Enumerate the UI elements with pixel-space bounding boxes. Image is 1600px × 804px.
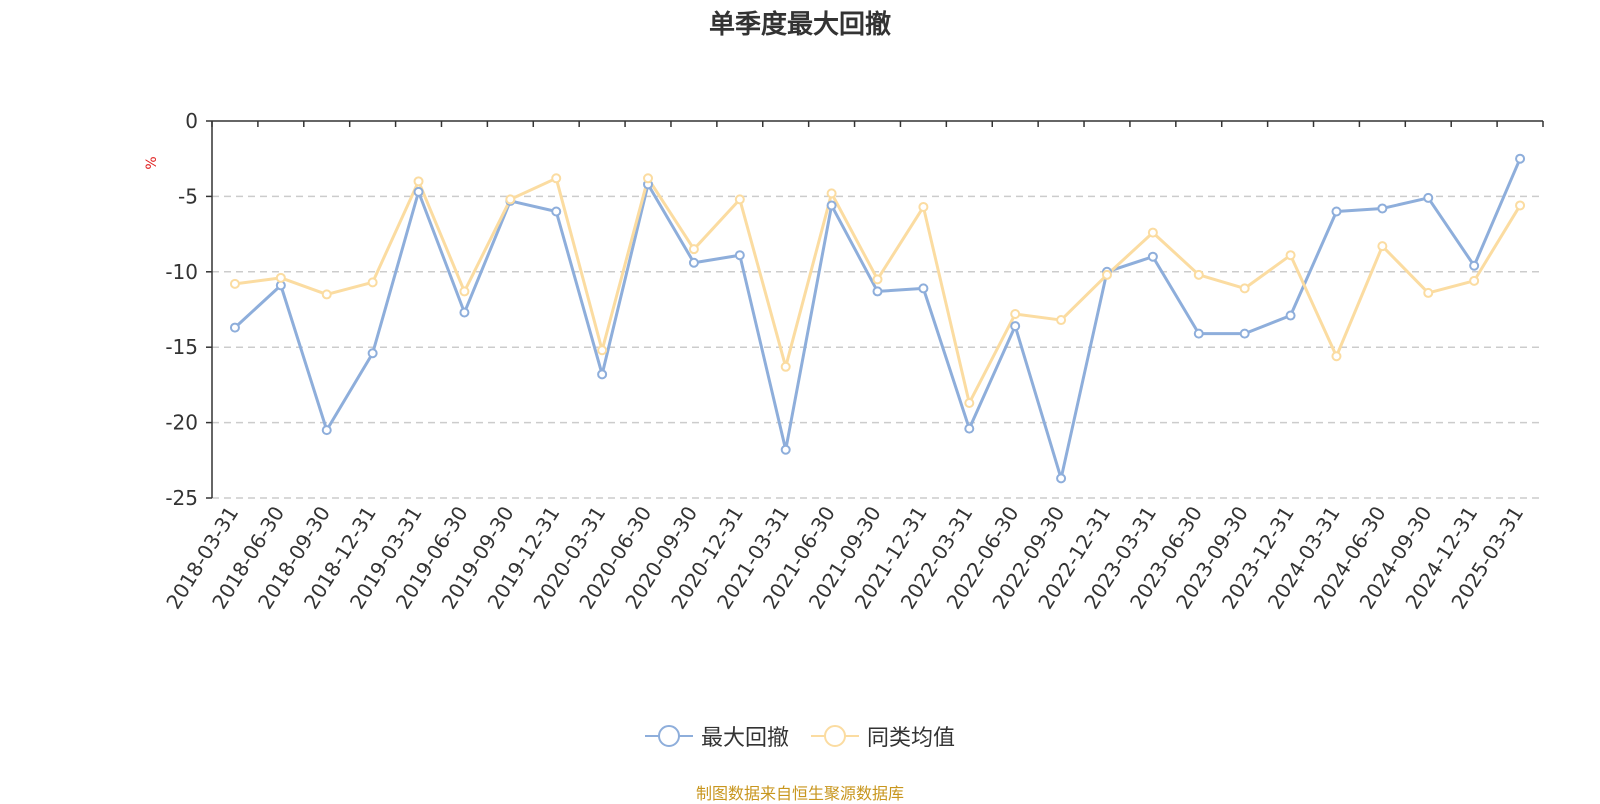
series-1-point [1239, 328, 1250, 339]
series-1-point [1423, 192, 1434, 203]
series-2-point [1285, 250, 1296, 261]
source-note: 制图数据来自恒生聚源数据库 [695, 784, 904, 803]
y-axis-unit-label: % [144, 156, 160, 169]
series-2-point [275, 272, 286, 283]
series-2-point [1193, 269, 1204, 280]
legend: 最大回撤 同类均值 [0, 720, 1600, 752]
series-2-point [688, 244, 699, 255]
legend-item-1[interactable]: 最大回撤 [644, 720, 789, 752]
series-2-point [367, 277, 378, 288]
y-tick-label: 0 [185, 109, 198, 133]
series-2-point [1147, 227, 1158, 238]
y-tick-label: -25 [165, 486, 198, 510]
y-tick-label: -20 [165, 411, 198, 435]
series-2-point [1101, 269, 1112, 280]
legend-label: 同类均值 [867, 726, 956, 751]
series-1-point [1010, 321, 1021, 332]
series-1-point [964, 423, 975, 434]
series-2-point [1239, 283, 1250, 294]
series-2-point [734, 194, 745, 205]
legend-swatch-icon [811, 725, 859, 747]
series-1-point [688, 257, 699, 268]
chart-title: 单季度最大回撤 [708, 10, 891, 40]
series-1-point [872, 286, 883, 297]
series-1-point [321, 425, 332, 436]
series-1-point [918, 283, 929, 294]
series-1-point [229, 322, 240, 333]
series-layer [229, 153, 1526, 484]
series-2-point [964, 397, 975, 408]
series-1-point [1147, 251, 1158, 262]
series-1-point [459, 307, 470, 318]
series-2-point [872, 274, 883, 285]
series-1-point [1056, 473, 1067, 484]
series-2-point [229, 278, 240, 289]
series-1-point [1285, 310, 1296, 321]
series-2-point [1056, 315, 1067, 326]
series-1-point [597, 369, 608, 380]
y-tick-label: -10 [165, 260, 198, 284]
series-2-point [1515, 200, 1526, 211]
series-2-point [1010, 309, 1021, 320]
series-1-point [780, 444, 791, 455]
series-2-point [643, 173, 654, 184]
y-tick-label: -5 [178, 184, 198, 208]
series-1-point [413, 186, 424, 197]
legend-label: 最大回撤 [700, 726, 789, 751]
series-1-point [1469, 260, 1480, 271]
series-1-point [551, 206, 562, 217]
series-2-point [780, 361, 791, 372]
y-tick-label: -15 [165, 335, 198, 359]
series-2-point [1331, 351, 1342, 362]
series-1-point [1515, 153, 1526, 164]
series-2-point [321, 289, 332, 300]
series-2-point [597, 345, 608, 356]
series-1-point [367, 348, 378, 359]
series-2-point [1423, 287, 1434, 298]
legend-swatch-icon [644, 725, 693, 747]
grid-layer [212, 195, 1543, 499]
series-1-point [734, 250, 745, 261]
series-2-point [1469, 275, 1480, 286]
series-2-point [1377, 241, 1388, 252]
series-1-point [1331, 206, 1342, 217]
series-1-point [826, 200, 837, 211]
series-2-point [459, 286, 470, 297]
series-2-point [505, 194, 516, 205]
legend-item-2[interactable]: 同类均值 [811, 720, 955, 752]
series-2-point [918, 201, 929, 212]
series-2-point [826, 188, 837, 199]
series-2-point [551, 173, 562, 184]
series-1-point [1377, 203, 1388, 214]
series-1-point [1193, 328, 1204, 339]
series-2-point [413, 176, 424, 187]
